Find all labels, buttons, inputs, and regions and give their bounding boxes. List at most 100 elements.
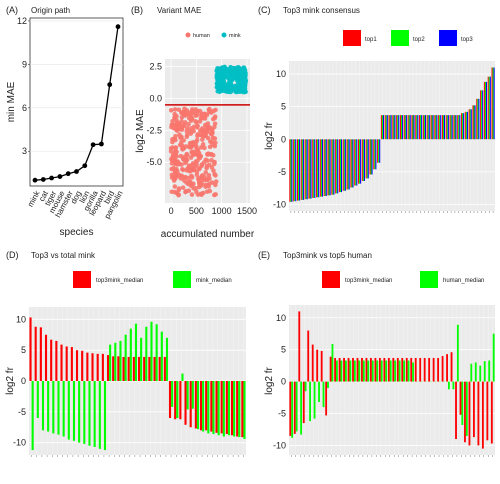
data-point (169, 158, 175, 163)
bar (148, 356, 151, 381)
bar (289, 381, 292, 436)
bar (31, 381, 34, 451)
data-point (243, 76, 248, 82)
bar (370, 139, 372, 175)
bar (367, 139, 369, 179)
data-point (200, 177, 205, 182)
data-point (230, 66, 236, 71)
bar (450, 115, 452, 140)
data-point (199, 162, 205, 167)
y-tick-label: -5 (278, 409, 286, 419)
bar (438, 115, 440, 140)
bar (354, 139, 356, 186)
bar (325, 139, 327, 196)
legend-marker (221, 32, 227, 38)
bar (103, 381, 107, 451)
bar (374, 139, 376, 170)
y-tick-label: -10 (13, 438, 26, 448)
bar (112, 356, 115, 381)
bar (461, 113, 463, 140)
legend-swatch (343, 30, 361, 46)
data-point (176, 172, 182, 177)
y-tick-label: 0.0 (149, 94, 162, 104)
bar (432, 115, 434, 140)
bar (419, 357, 422, 382)
bar (83, 381, 86, 444)
bar (416, 115, 418, 140)
bar (134, 323, 138, 381)
data-point (183, 160, 188, 166)
data-point (234, 69, 240, 74)
data-point (213, 107, 218, 113)
y-axis-label: min MAE (6, 81, 17, 122)
y-tick-label: 5 (281, 345, 286, 355)
data-point (187, 144, 192, 150)
data-point (203, 170, 208, 175)
data-point (188, 128, 193, 134)
bar (210, 381, 213, 432)
data-point (182, 106, 187, 112)
bar (447, 115, 449, 140)
data-point (170, 118, 175, 124)
bar (399, 115, 402, 140)
data-point (206, 151, 211, 157)
bar (98, 381, 101, 449)
y-axis-label: log2 MAE (135, 109, 146, 153)
bar (386, 115, 388, 140)
bar (370, 357, 372, 382)
data-point (180, 146, 185, 151)
bar (435, 115, 437, 140)
data-point (168, 107, 174, 113)
bar (378, 139, 380, 163)
bar (479, 365, 482, 382)
data-point (57, 174, 63, 179)
bar (233, 381, 236, 437)
x-axis-label: accumulated number (161, 229, 255, 240)
bar (191, 381, 194, 409)
data-point (210, 152, 216, 158)
bar (215, 381, 218, 433)
data-point (204, 189, 210, 194)
panel-c-tag: (C) (258, 5, 271, 15)
data-point (207, 109, 212, 115)
bar (422, 115, 424, 140)
bar (327, 381, 329, 388)
bar (381, 115, 383, 140)
chart-d-top3-vs-total: 10 5 0 -5 -10 top3mink_median mink_median log2 … (5, 271, 246, 457)
data-point (197, 128, 203, 133)
bar (392, 357, 395, 382)
data-point (172, 145, 178, 151)
data-point (212, 114, 218, 119)
data-point (195, 192, 201, 197)
bar (70, 347, 73, 381)
bar (165, 337, 169, 381)
bar (444, 115, 446, 140)
bar (384, 115, 386, 140)
bar (109, 344, 112, 381)
bar (403, 360, 406, 382)
bar (365, 357, 368, 382)
bar (338, 139, 340, 193)
bar (331, 139, 333, 195)
bar (484, 81, 486, 140)
panel-a-tag: (A) (6, 5, 18, 15)
panel-e-title: Top3mink vs top5 human (283, 251, 372, 260)
data-point (32, 177, 38, 183)
bar (174, 381, 177, 420)
bar (137, 356, 141, 381)
data-point (203, 157, 209, 163)
data-point (194, 172, 200, 178)
chart-a-origin-path: 36912minkcattigermousehamsterdogliongori… (6, 16, 125, 238)
data-point (173, 122, 178, 128)
x-tick-label: 0 (169, 206, 174, 216)
data-point (190, 162, 195, 168)
data-point (90, 142, 96, 148)
bar (380, 360, 383, 382)
bar (88, 381, 91, 446)
data-point (207, 162, 212, 168)
data-point (180, 166, 185, 172)
bar (342, 139, 344, 191)
bar (155, 324, 158, 381)
data-point (213, 192, 218, 197)
data-point (182, 175, 187, 180)
